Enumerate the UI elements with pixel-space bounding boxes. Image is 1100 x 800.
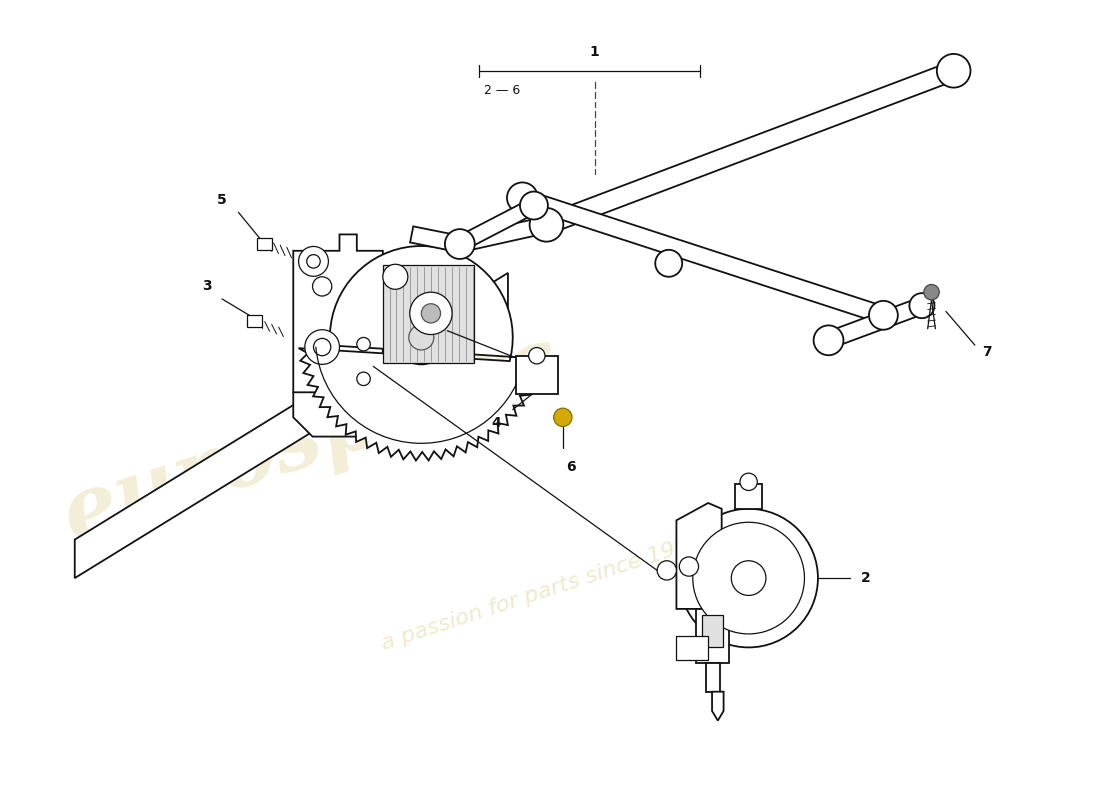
Circle shape bbox=[924, 285, 939, 300]
Circle shape bbox=[937, 54, 970, 88]
Text: 6: 6 bbox=[565, 460, 575, 474]
Text: 4: 4 bbox=[492, 416, 502, 430]
Polygon shape bbox=[676, 636, 708, 660]
Polygon shape bbox=[383, 266, 474, 363]
Text: a passion for parts since 1985: a passion for parts since 1985 bbox=[378, 531, 705, 654]
Circle shape bbox=[732, 561, 766, 595]
Text: 2 — 6: 2 — 6 bbox=[484, 83, 520, 97]
Circle shape bbox=[529, 208, 563, 242]
Polygon shape bbox=[248, 315, 263, 327]
Polygon shape bbox=[826, 298, 925, 348]
Text: 1: 1 bbox=[590, 45, 600, 58]
Circle shape bbox=[395, 310, 449, 364]
Polygon shape bbox=[703, 614, 723, 647]
Circle shape bbox=[356, 338, 371, 351]
Circle shape bbox=[409, 325, 433, 350]
Circle shape bbox=[680, 509, 818, 647]
Polygon shape bbox=[543, 62, 957, 234]
Circle shape bbox=[520, 191, 548, 219]
Circle shape bbox=[298, 246, 329, 276]
Polygon shape bbox=[695, 609, 729, 663]
Polygon shape bbox=[712, 692, 724, 721]
Circle shape bbox=[680, 557, 698, 576]
Circle shape bbox=[410, 292, 452, 334]
Polygon shape bbox=[294, 234, 383, 418]
Polygon shape bbox=[676, 503, 722, 609]
Circle shape bbox=[529, 347, 544, 364]
Polygon shape bbox=[458, 217, 548, 252]
Circle shape bbox=[693, 522, 804, 634]
Polygon shape bbox=[516, 356, 558, 394]
Text: 7: 7 bbox=[982, 345, 992, 359]
Circle shape bbox=[312, 277, 332, 296]
Circle shape bbox=[740, 473, 757, 490]
Polygon shape bbox=[298, 246, 542, 461]
Circle shape bbox=[444, 229, 475, 259]
Text: eurosparts: eurosparts bbox=[52, 318, 570, 558]
Circle shape bbox=[553, 408, 572, 426]
Polygon shape bbox=[256, 238, 272, 250]
Circle shape bbox=[356, 372, 371, 386]
Polygon shape bbox=[519, 190, 887, 323]
Circle shape bbox=[307, 254, 320, 268]
Circle shape bbox=[314, 338, 331, 356]
Circle shape bbox=[383, 264, 408, 290]
Circle shape bbox=[656, 250, 682, 277]
Polygon shape bbox=[735, 484, 762, 509]
Text: 2: 2 bbox=[861, 571, 871, 585]
Circle shape bbox=[814, 326, 844, 355]
Circle shape bbox=[507, 182, 538, 214]
Circle shape bbox=[421, 304, 441, 323]
Polygon shape bbox=[706, 663, 719, 692]
Polygon shape bbox=[410, 226, 461, 252]
Polygon shape bbox=[75, 273, 508, 578]
Text: 5: 5 bbox=[217, 193, 227, 206]
Text: 3: 3 bbox=[201, 279, 211, 294]
Polygon shape bbox=[294, 392, 383, 437]
Circle shape bbox=[305, 330, 340, 364]
Circle shape bbox=[910, 293, 934, 318]
Circle shape bbox=[657, 561, 676, 580]
Polygon shape bbox=[456, 198, 538, 251]
Circle shape bbox=[869, 301, 898, 330]
